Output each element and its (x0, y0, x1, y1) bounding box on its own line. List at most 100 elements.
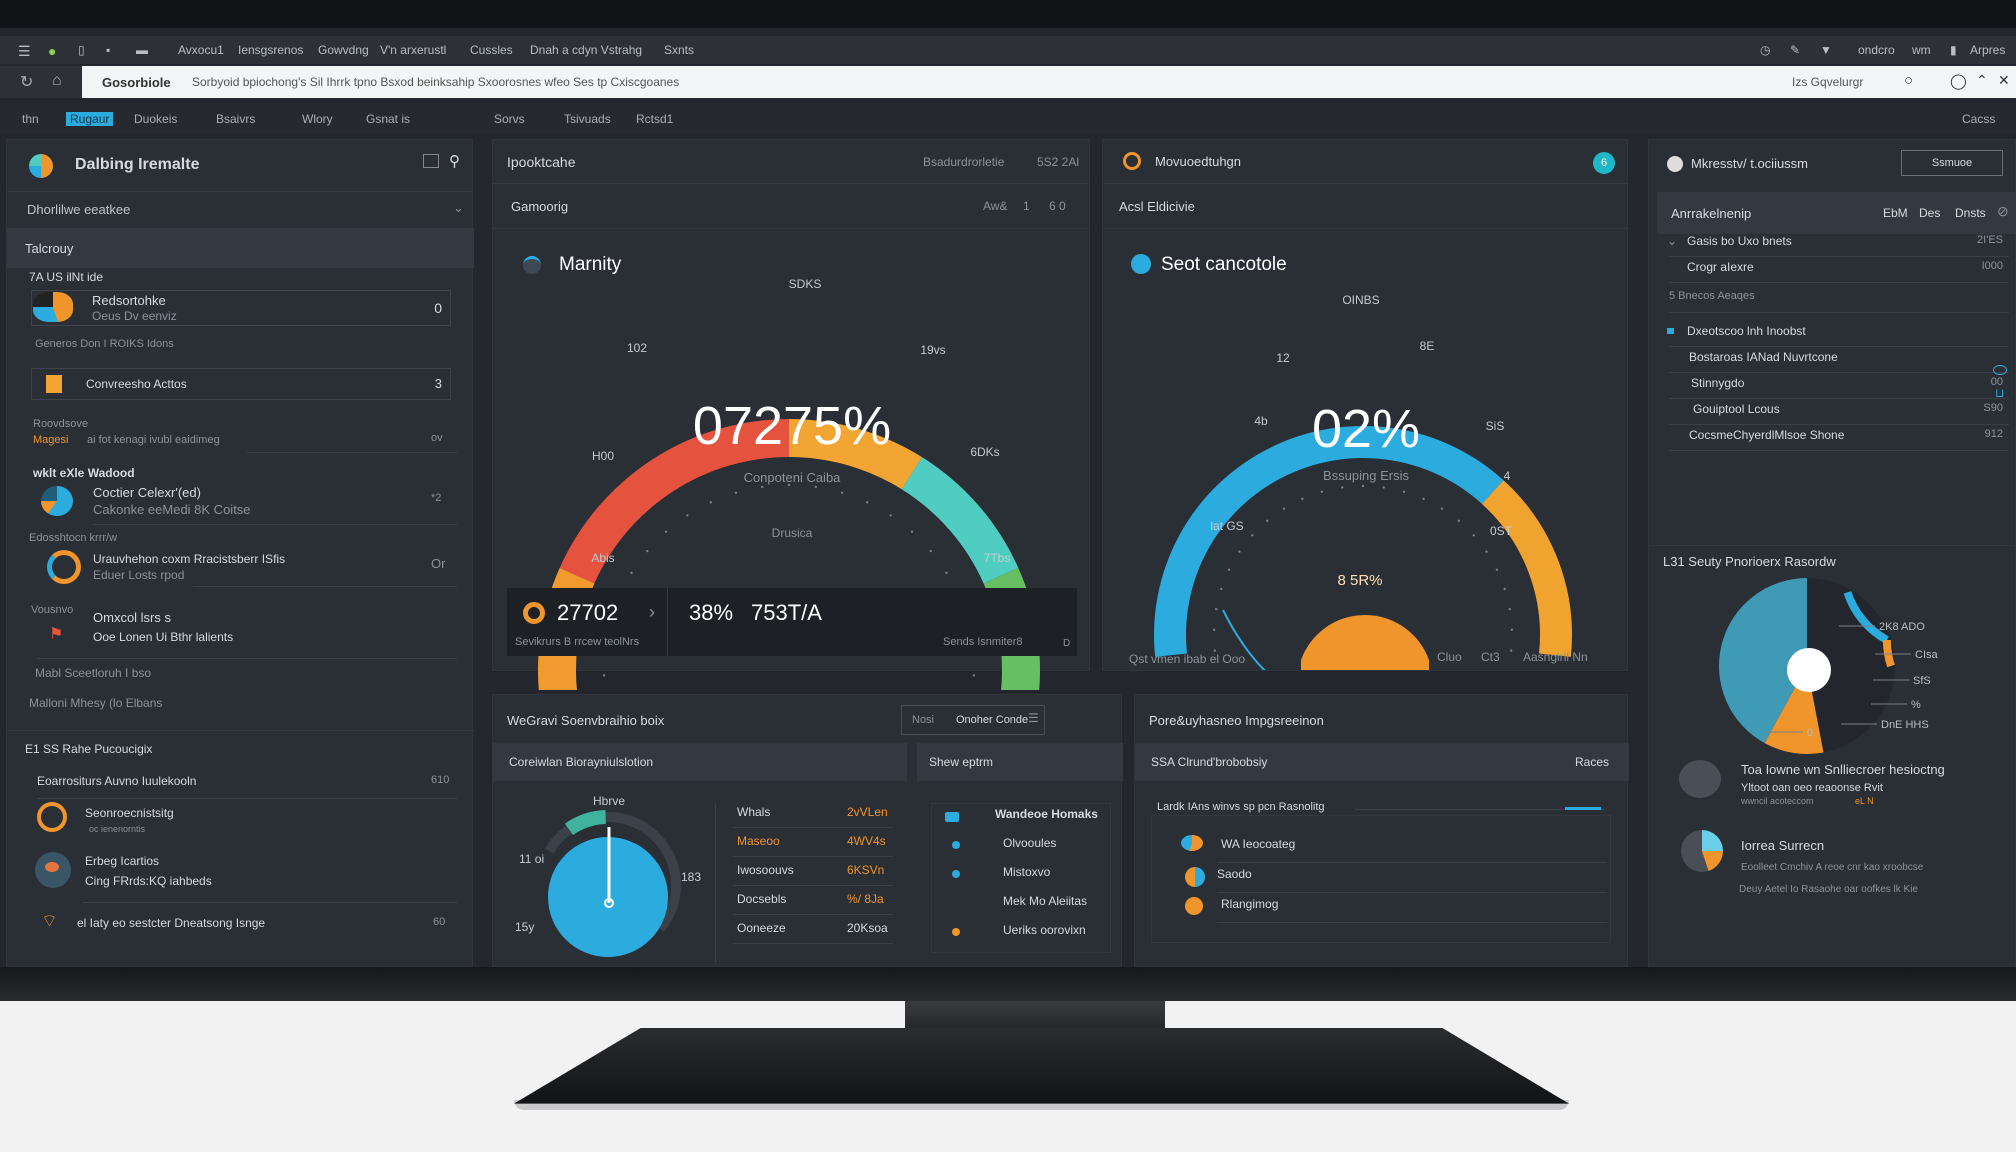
sub-meta[interactable]: Aw& (983, 199, 1008, 213)
header-col[interactable]: Dnsts (1955, 206, 1986, 220)
table-row-label[interactable]: Gasis bo Uxo bnets (1687, 234, 1792, 248)
legend-item[interactable]: Olvooules (1003, 836, 1057, 850)
table-row-label[interactable]: Bostaroas IANad Nuvrtcone (1689, 350, 1838, 364)
item-sub: Eduer Losts rpod (93, 568, 185, 582)
table-row-label[interactable]: Gouiptool Lcous (1693, 402, 1780, 416)
footer-link[interactable]: Cluo (1437, 650, 1462, 664)
table-row-label[interactable]: CocsmeChyerdlMlsoe Shone (1689, 428, 1845, 442)
item-title[interactable]: Erbeg Icartios (85, 854, 160, 868)
activity-item[interactable]: Saodo (1217, 867, 1252, 881)
header-col[interactable]: Des (1919, 206, 1941, 220)
gauge-tick-label: 7Tbs (984, 551, 1011, 565)
monitor-stand-base (514, 1028, 1569, 1104)
circle-icon[interactable]: ◯ (1950, 73, 1967, 90)
gauge-tick-dot (630, 571, 633, 575)
notification-badge[interactable]: 6 (1593, 152, 1615, 174)
tab[interactable]: thn (22, 112, 39, 126)
pie-label: 15y (515, 920, 534, 934)
toggle-icon[interactable] (1993, 365, 2007, 375)
legend-item[interactable]: Wandeoe Homaks (995, 807, 1098, 821)
menu-item[interactable]: Iensgsrenos (238, 43, 304, 57)
activity-item[interactable]: Rlangimog (1221, 897, 1279, 911)
settings-icon[interactable]: ⊘ (1997, 203, 2009, 219)
tab[interactable]: Bsaivrs (216, 112, 256, 126)
clock-icon[interactable]: ◷ (1760, 43, 1771, 57)
sub-action[interactable]: Races (1575, 755, 1610, 769)
tab-right[interactable]: Cacss (1962, 112, 1996, 126)
menu-item[interactable]: V'n arxerustl (380, 43, 447, 57)
section-title: Talcrouy (25, 241, 74, 256)
square-icon[interactable]: ▪ (106, 43, 111, 57)
activity-list (1151, 815, 1611, 943)
footer-link[interactable]: Ct3 (1481, 650, 1500, 664)
pin-icon[interactable]: ⌃ (1976, 72, 1988, 88)
edit-icon[interactable]: ✎ (1790, 43, 1801, 57)
legend-item[interactable]: Mistoxvo (1003, 865, 1051, 879)
search-icon[interactable]: ○ (1904, 72, 1914, 89)
list-item[interactable]: Redsortohke Oeus Dv eenviz 0 (31, 290, 451, 326)
submit-button[interactable]: Ssmuoe (1901, 150, 2003, 176)
tab[interactable]: Duokeis (134, 112, 178, 126)
list-item[interactable]: Convreesho Acttos 3 (31, 368, 451, 400)
chevron-down-icon[interactable]: ⌄ (453, 200, 464, 215)
item-value: 610 (431, 774, 450, 786)
close-icon[interactable]: ✕ (1998, 72, 2010, 88)
donut-ring-slice (1843, 591, 1889, 644)
footer-link[interactable]: Aasngirll Nn (1523, 650, 1588, 664)
hamburger-icon[interactable]: ☰ (18, 43, 31, 59)
table-row-label[interactable]: 5 Bnecos Aeaqes (1669, 290, 1755, 302)
sub-meta[interactable]: 1 (1023, 199, 1030, 213)
gauge-tick-label: SiS (1486, 419, 1505, 433)
check-icon[interactable]: ⊔ (1995, 386, 2005, 400)
stats-bar: 27702 › 38% 753T/A Sevikrurs B rrcew teo… (507, 588, 1077, 656)
item-value: 0 (434, 300, 442, 316)
tab-active[interactable]: Rugaur (66, 112, 114, 126)
legend-item[interactable]: Ueriks oorovixn (1003, 923, 1086, 937)
tab[interactable]: Rctsd1 (636, 112, 674, 126)
sub-title: Shew eptrm (929, 755, 994, 769)
stat-page: D (1063, 638, 1071, 649)
legend-dot-icon (945, 812, 959, 822)
maximize-icon[interactable] (423, 154, 439, 168)
header-col[interactable]: EbM (1883, 206, 1908, 220)
stat-value: 38% (689, 600, 734, 625)
tab[interactable]: Gsnat is (366, 112, 411, 126)
refresh-icon[interactable]: ↻ (20, 74, 34, 91)
menu-item[interactable]: Dnah a cdyn Vstrahg (530, 43, 643, 57)
item-title[interactable]: Seonroecnistsitg (85, 806, 174, 820)
tab[interactable]: Tsivuads (564, 112, 611, 126)
select-dropdown[interactable]: Nosi Onoher Conde ☰ (901, 705, 1045, 735)
gauge-tick-label: 8E (1420, 339, 1435, 353)
activity-item[interactable]: WA Ieocoateg (1221, 837, 1296, 851)
menu-item[interactable]: Sxnts (664, 43, 695, 57)
alert-icon (1185, 897, 1203, 915)
sub-meta[interactable]: 6 0 (1049, 199, 1066, 213)
filter-dropdown[interactable]: Dhorlilwe eeatkee (27, 202, 131, 217)
home-icon[interactable]: ⌂ (52, 72, 62, 89)
table-row-label[interactable]: Crogr aIexre (1687, 260, 1754, 274)
table-row-label[interactable]: Dxeotscoo lnh Inoobst (1687, 324, 1806, 338)
gauge-tick-dot (686, 514, 689, 517)
table-row-label[interactable]: Stinnygdo (1691, 376, 1745, 390)
tab[interactable]: Wlory (302, 112, 333, 126)
menu-item[interactable]: Cussles (470, 43, 513, 57)
feed-title[interactable]: Toa Iowne wn Snlliecroer hesioctng (1741, 762, 1945, 777)
window-icon[interactable]: ▬ (136, 43, 148, 57)
feed-title[interactable]: Iorrea Surrecn (1741, 838, 1825, 853)
menu-item[interactable]: Gowvdng (318, 43, 369, 57)
item-title[interactable]: Eoarrositurs Auvno Iuulekooln (37, 774, 197, 788)
feed-text: Deuy Aetel Io Rasaohe oar oofkes lk Kie (1739, 884, 1918, 895)
menu-item[interactable]: Avxocu1 (178, 43, 224, 57)
filter-icon[interactable]: ▼ (1820, 43, 1832, 57)
chevron-right-icon[interactable]: › (649, 602, 655, 622)
refresh-icon[interactable] (1123, 152, 1141, 170)
page-icon[interactable]: ▯ (78, 43, 85, 57)
pin-icon[interactable]: ⚲ (449, 153, 460, 170)
address-title: Gosorbiole (102, 75, 171, 90)
item-title[interactable]: el Iaty eo sestcter Dneatsong Isnge (77, 916, 266, 930)
gauge-value: 02% (1311, 399, 1421, 459)
legend-item[interactable]: Mek Mo Aleiitas (1003, 894, 1088, 908)
donut-label: % (1911, 699, 1921, 711)
address-bar[interactable]: Gosorbiole Sorbyoid bpiochong's Sil Ihrr… (82, 66, 2016, 98)
tab[interactable]: Sorvs (494, 112, 525, 126)
